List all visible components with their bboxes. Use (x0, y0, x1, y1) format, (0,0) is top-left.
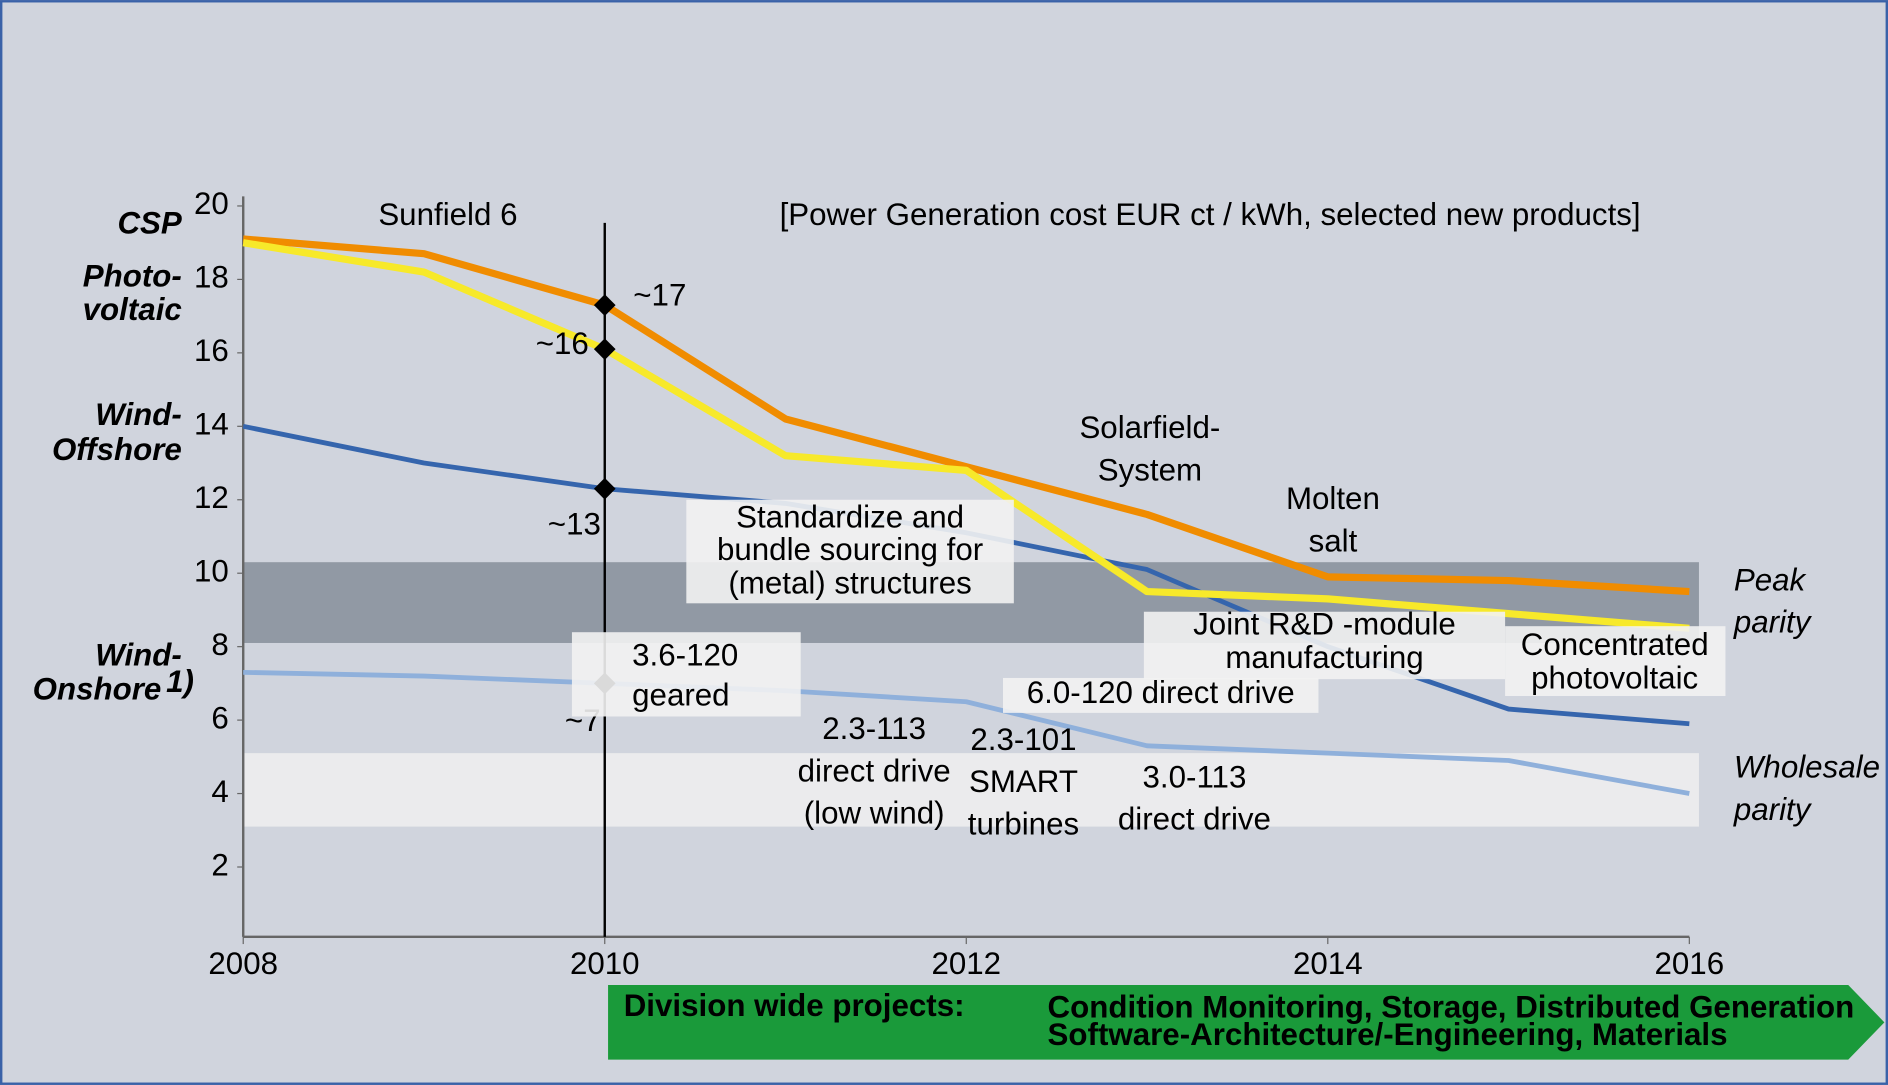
y-tick-label: 20 (194, 186, 229, 221)
annotation: 2.3-101 (970, 722, 1076, 757)
annotation: manufacturing (1225, 640, 1423, 675)
x-tick-label: 2010 (570, 946, 640, 981)
plot: 2 4 6 8 10 12 14 16 18 20 2008 2010 2012 2014 2016 ~17 ~… (33, 186, 1885, 1060)
annotation: SMART (969, 764, 1078, 799)
legend-label: voltaic (83, 292, 182, 327)
annotation: turbines (968, 806, 1079, 841)
band-label: Wholesale (1734, 750, 1880, 785)
x-tick-label: 2012 (931, 946, 1001, 981)
annotation: direct drive (798, 753, 951, 788)
footer-title: Division wide projects: (624, 988, 965, 1023)
marker-label: ~13 (548, 507, 601, 542)
annotation: direct drive (1118, 802, 1271, 837)
annotation: 3.0-113 (1143, 759, 1247, 794)
annotation: Solarfield- (1079, 410, 1220, 445)
annotation: 3.6-120 (632, 638, 738, 673)
annotation: Joint R&D -module (1193, 606, 1456, 641)
y-tick-label: 18 (194, 260, 229, 295)
marker-point (593, 477, 616, 500)
footer-arrow (608, 985, 1885, 1060)
x-tick-label: 2014 (1293, 946, 1363, 981)
y-tick-label: 16 (194, 333, 229, 368)
annotation: (low wind) (804, 795, 945, 830)
marker-point (593, 294, 616, 316)
legend-label: Wind- (95, 397, 182, 432)
annotation: Molten (1286, 481, 1380, 516)
band-label: parity (1733, 605, 1813, 640)
annotation: salt (1309, 523, 1358, 558)
legend-label: CSP (117, 205, 181, 240)
footer-line: Condition Monitoring, Storage, Distribut… (1048, 989, 1855, 1024)
annotation: bundle sourcing for (717, 532, 983, 567)
y-tick-label: 10 (194, 553, 229, 588)
x-tick-label: 2008 (208, 946, 278, 981)
series-line (243, 669, 1690, 796)
annotation-box (686, 499, 1014, 604)
annotation: 6.0-120 direct drive (1027, 675, 1295, 710)
y-tick-label: 4 (211, 774, 228, 809)
annotation-box (1003, 677, 1319, 713)
series-line (242, 235, 1690, 596)
y-tick-label: 14 (194, 407, 229, 442)
annotation: (metal) structures (728, 566, 971, 601)
band-label: Peak (1734, 562, 1807, 597)
legend-note: 1) (166, 664, 194, 699)
legend-label: Wind- (95, 638, 182, 673)
annotation: geared (632, 677, 729, 712)
annotation-box (1505, 626, 1726, 697)
annotation: System (1098, 452, 1202, 487)
marker-label: ~17 (633, 278, 686, 313)
annotation-box (571, 632, 801, 717)
legend-label: Photo- (83, 258, 182, 293)
annotation: Sunfield 6 (378, 197, 517, 232)
y-tick-label: 6 (211, 700, 228, 735)
marker-label: ~16 (536, 326, 589, 361)
band (243, 753, 1699, 827)
series-line (242, 239, 1690, 632)
annotation: 2.3-113 (822, 711, 926, 746)
annotation: photovoltaic (1531, 661, 1698, 696)
annotation: Standardize and (736, 499, 964, 534)
annotation-box (1143, 611, 1506, 680)
y-tick-label: 2 (211, 847, 228, 882)
footer-line: Software-Architecture/-Engineering, Mate… (1048, 1017, 1728, 1052)
legend-label: Offshore (52, 432, 182, 467)
x-tick-label: 2016 (1655, 946, 1725, 981)
subtitle: [Power Generation cost EUR ct / kWh, sel… (780, 197, 1641, 232)
marker-point (593, 338, 616, 361)
y-tick-label: 8 (211, 627, 228, 662)
annotation: Concentrated (1521, 627, 1709, 662)
legend-label: Onshore (33, 671, 162, 706)
band-label: parity (1733, 792, 1813, 827)
y-tick-label: 12 (194, 480, 229, 515)
